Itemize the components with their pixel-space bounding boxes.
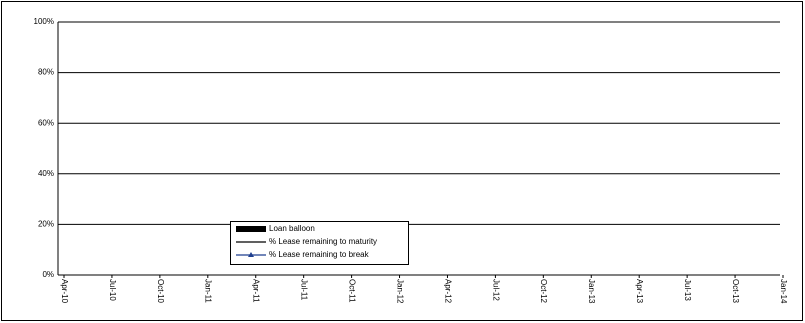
x-tick-label: Apr-10 [60, 279, 69, 304]
y-tick-label: 40% [38, 169, 54, 178]
legend: Loan balloon % Lease remaining to maturit… [230, 221, 409, 265]
y-tick-label: 100% [34, 17, 54, 26]
x-tick-label: Oct-10 [156, 279, 165, 304]
legend-marker [248, 252, 254, 257]
x-tick-label: Jan-12 [395, 279, 404, 304]
x-tick-label: Oct-13 [731, 279, 740, 304]
legend-swatch [236, 226, 266, 232]
x-tick-label: Jan-11 [204, 279, 213, 303]
x-tick-label: Apr-12 [443, 279, 452, 304]
x-tick-label: Jan-14 [779, 279, 788, 304]
x-tick-label: Jan-13 [587, 279, 596, 304]
x-tick-label: Jul-12 [491, 279, 500, 301]
y-tick-label: 80% [38, 68, 54, 77]
x-tick-label: Jul-10 [108, 279, 117, 301]
legend-label: % Lease remaining to break [269, 250, 370, 259]
x-tick-label: Jul-11 [300, 279, 309, 301]
y-tick-label: 60% [38, 118, 54, 127]
legend-label: % Lease remaining to maturity [269, 237, 377, 246]
x-tick-label: Oct-11 [347, 279, 356, 303]
y-tick-label: 0% [42, 270, 54, 279]
y-tick-label: 20% [38, 220, 54, 229]
legend-label: Loan balloon [269, 224, 315, 233]
x-tick-label: Oct-12 [539, 279, 548, 304]
x-tick-label: Jul-13 [683, 279, 692, 301]
x-tick-label: Apr-11 [252, 279, 261, 303]
x-tick-label: Apr-13 [635, 279, 644, 304]
